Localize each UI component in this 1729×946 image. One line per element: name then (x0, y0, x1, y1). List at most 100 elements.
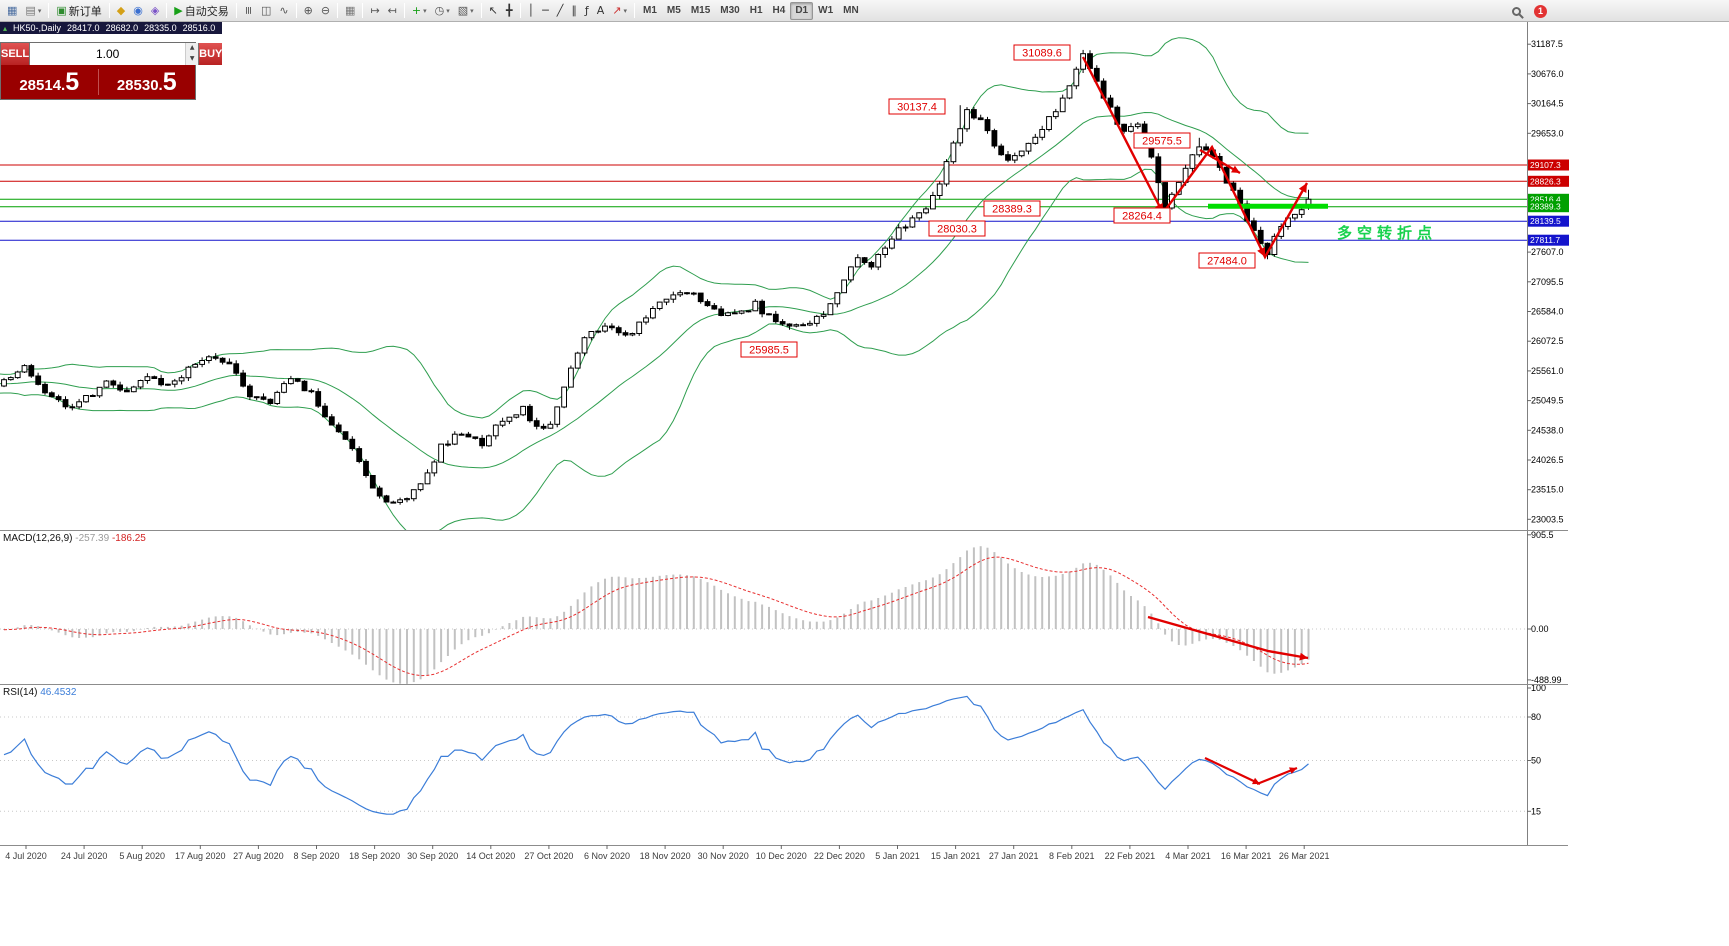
price-callout-box[interactable] (1013, 44, 1071, 61)
timeframe-h1[interactable]: H1 (749, 5, 763, 16)
price-callout-box[interactable] (740, 341, 798, 358)
macd-bar (85, 629, 87, 638)
price-callout-box[interactable] (1198, 252, 1256, 269)
turning-point-annotation[interactable]: 多空转折点 (1337, 224, 1437, 242)
periods-button[interactable]: ◷ ▾ (431, 1, 454, 20)
macd-bar (1123, 590, 1126, 629)
price-axis[interactable]: 31187.5 30676.0 30164.5 29653.0 27607.0 27095… (1527, 22, 1569, 845)
toolbar-separator (362, 3, 364, 18)
cursor-button[interactable]: ↖ (485, 1, 502, 20)
price-level-axis-badge (1528, 234, 1569, 246)
arrows-button[interactable]: ↗ ▾ (608, 1, 631, 20)
price-callout-box[interactable] (1133, 132, 1191, 149)
buy-button[interactable]: BUY (199, 43, 223, 65)
rsi-panel[interactable] (0, 695, 1527, 815)
timeframe-w1[interactable]: W1 (818, 5, 834, 16)
fibonacci-icon: ƒ (584, 4, 589, 17)
date-axis-label: 6 Nov 2020 (584, 851, 630, 861)
macd-panel[interactable] (0, 546, 1527, 684)
trendline-icon: ╱ (556, 4, 564, 17)
price-callout-box[interactable] (983, 200, 1041, 217)
candle-body (834, 292, 841, 305)
macd-bar (918, 582, 921, 629)
fibonacci-button[interactable]: ƒ (581, 1, 593, 20)
zoom-in-button[interactable]: ⊕ (300, 1, 317, 20)
search-button[interactable] (1508, 2, 1525, 21)
macd-bar (911, 584, 914, 629)
arrow-head (1298, 183, 1307, 193)
sell-button[interactable]: SELL (1, 43, 30, 65)
date-axis[interactable]: 4 Jul 2020 24 Jul 2020 5 Aug 2020 17 Aug 20… (5, 845, 1329, 861)
bar-chart-icon: ≡ (241, 5, 255, 16)
metaeditor-button[interactable]: ◉ (129, 1, 147, 20)
timeframe-m15[interactable]: M15 (690, 5, 711, 16)
rsi-label: RSI(14) 46.4532 (3, 687, 76, 698)
macd-bar (576, 599, 579, 629)
strategy-tester-button[interactable]: ◆ (113, 1, 129, 20)
price-callout-text: 28389.3 (992, 204, 1032, 216)
timeframe-m1[interactable]: M1 (643, 5, 657, 16)
auto-trading-button[interactable]: ▶ 自动交易 (170, 1, 232, 20)
candle-body (260, 396, 267, 400)
volume-input[interactable] (30, 43, 186, 65)
vertical-line-button[interactable]: │ (524, 1, 539, 20)
buy-price[interactable]: 28530.5 (116, 67, 177, 96)
candle-body (643, 317, 649, 323)
dropdown-caret-icon: ▾ (423, 6, 427, 15)
candle-body (21, 365, 28, 373)
macd-bar (1034, 576, 1037, 629)
macd-bar (324, 629, 326, 640)
macd-bar (808, 621, 811, 629)
timeframe-m5[interactable]: M5 (666, 5, 681, 16)
timeframe-h4[interactable]: H4 (772, 5, 786, 16)
toolbar-separator (166, 3, 168, 18)
macd-histogram (3, 546, 1310, 684)
volume-down-button[interactable]: ▼ (186, 54, 199, 65)
toolbar-separator (480, 3, 482, 18)
auto-scroll-button[interactable]: ↦ (366, 1, 383, 20)
macd-bar (487, 629, 490, 634)
candlestick-chart-button[interactable]: ◫ (257, 1, 275, 20)
indicators-button[interactable]: + ▾ (408, 1, 431, 20)
price-callout-box[interactable] (928, 220, 986, 237)
macd-bar (836, 617, 839, 629)
candle-body (1039, 129, 1046, 138)
text-button[interactable]: A (593, 1, 609, 20)
timeframe-d1[interactable]: D1 (790, 1, 814, 20)
sell-price[interactable]: 28514.5 (19, 67, 80, 96)
trendline-button[interactable]: ╱ (553, 1, 568, 20)
timeframe-mn[interactable]: MN (843, 5, 859, 16)
line-chart-button[interactable]: ∿ (275, 1, 292, 20)
candle-body (807, 322, 813, 326)
channel-button[interactable]: ∥ (567, 1, 581, 20)
volume-up-button[interactable]: ▲ (186, 43, 199, 54)
candle-body (950, 142, 957, 163)
crosshair-button[interactable]: ╋ (502, 1, 517, 20)
candle-body (513, 414, 520, 418)
chart-shift-button[interactable]: ↤ (384, 1, 401, 20)
tile-windows-button[interactable]: ▦ (341, 1, 359, 20)
candle-body (554, 406, 561, 425)
new-order-button[interactable]: ▣ 新订单 (52, 1, 105, 20)
candle-body (506, 416, 513, 422)
main-chart-area[interactable] (0, 37, 1527, 538)
new-chart-button[interactable]: ▦ (3, 1, 21, 20)
price-callout-box[interactable] (888, 98, 946, 115)
options-button[interactable]: ◈ (147, 1, 163, 20)
date-axis-label: 26 Mar 2021 (1279, 851, 1330, 861)
macd-bar (515, 620, 518, 629)
search-icon (1512, 6, 1521, 16)
candle-body (930, 195, 936, 210)
notification-badge[interactable]: 1 (1534, 4, 1547, 18)
horizontal-line-button[interactable]: ─ (538, 1, 553, 20)
timeframe-m30[interactable]: M30 (720, 5, 740, 16)
toolbar-separator (108, 3, 110, 18)
zoom-out-button[interactable]: ⊖ (317, 1, 334, 20)
price-callout-box[interactable] (1113, 207, 1171, 224)
macd-bar (754, 601, 757, 629)
profiles-button[interactable]: ▤ ▾ (21, 1, 45, 20)
macd-trend-arrow (1147, 615, 1309, 660)
templates-button[interactable]: ▧ ▾ (454, 1, 478, 20)
bar-chart-button[interactable]: ≡ (240, 1, 257, 20)
